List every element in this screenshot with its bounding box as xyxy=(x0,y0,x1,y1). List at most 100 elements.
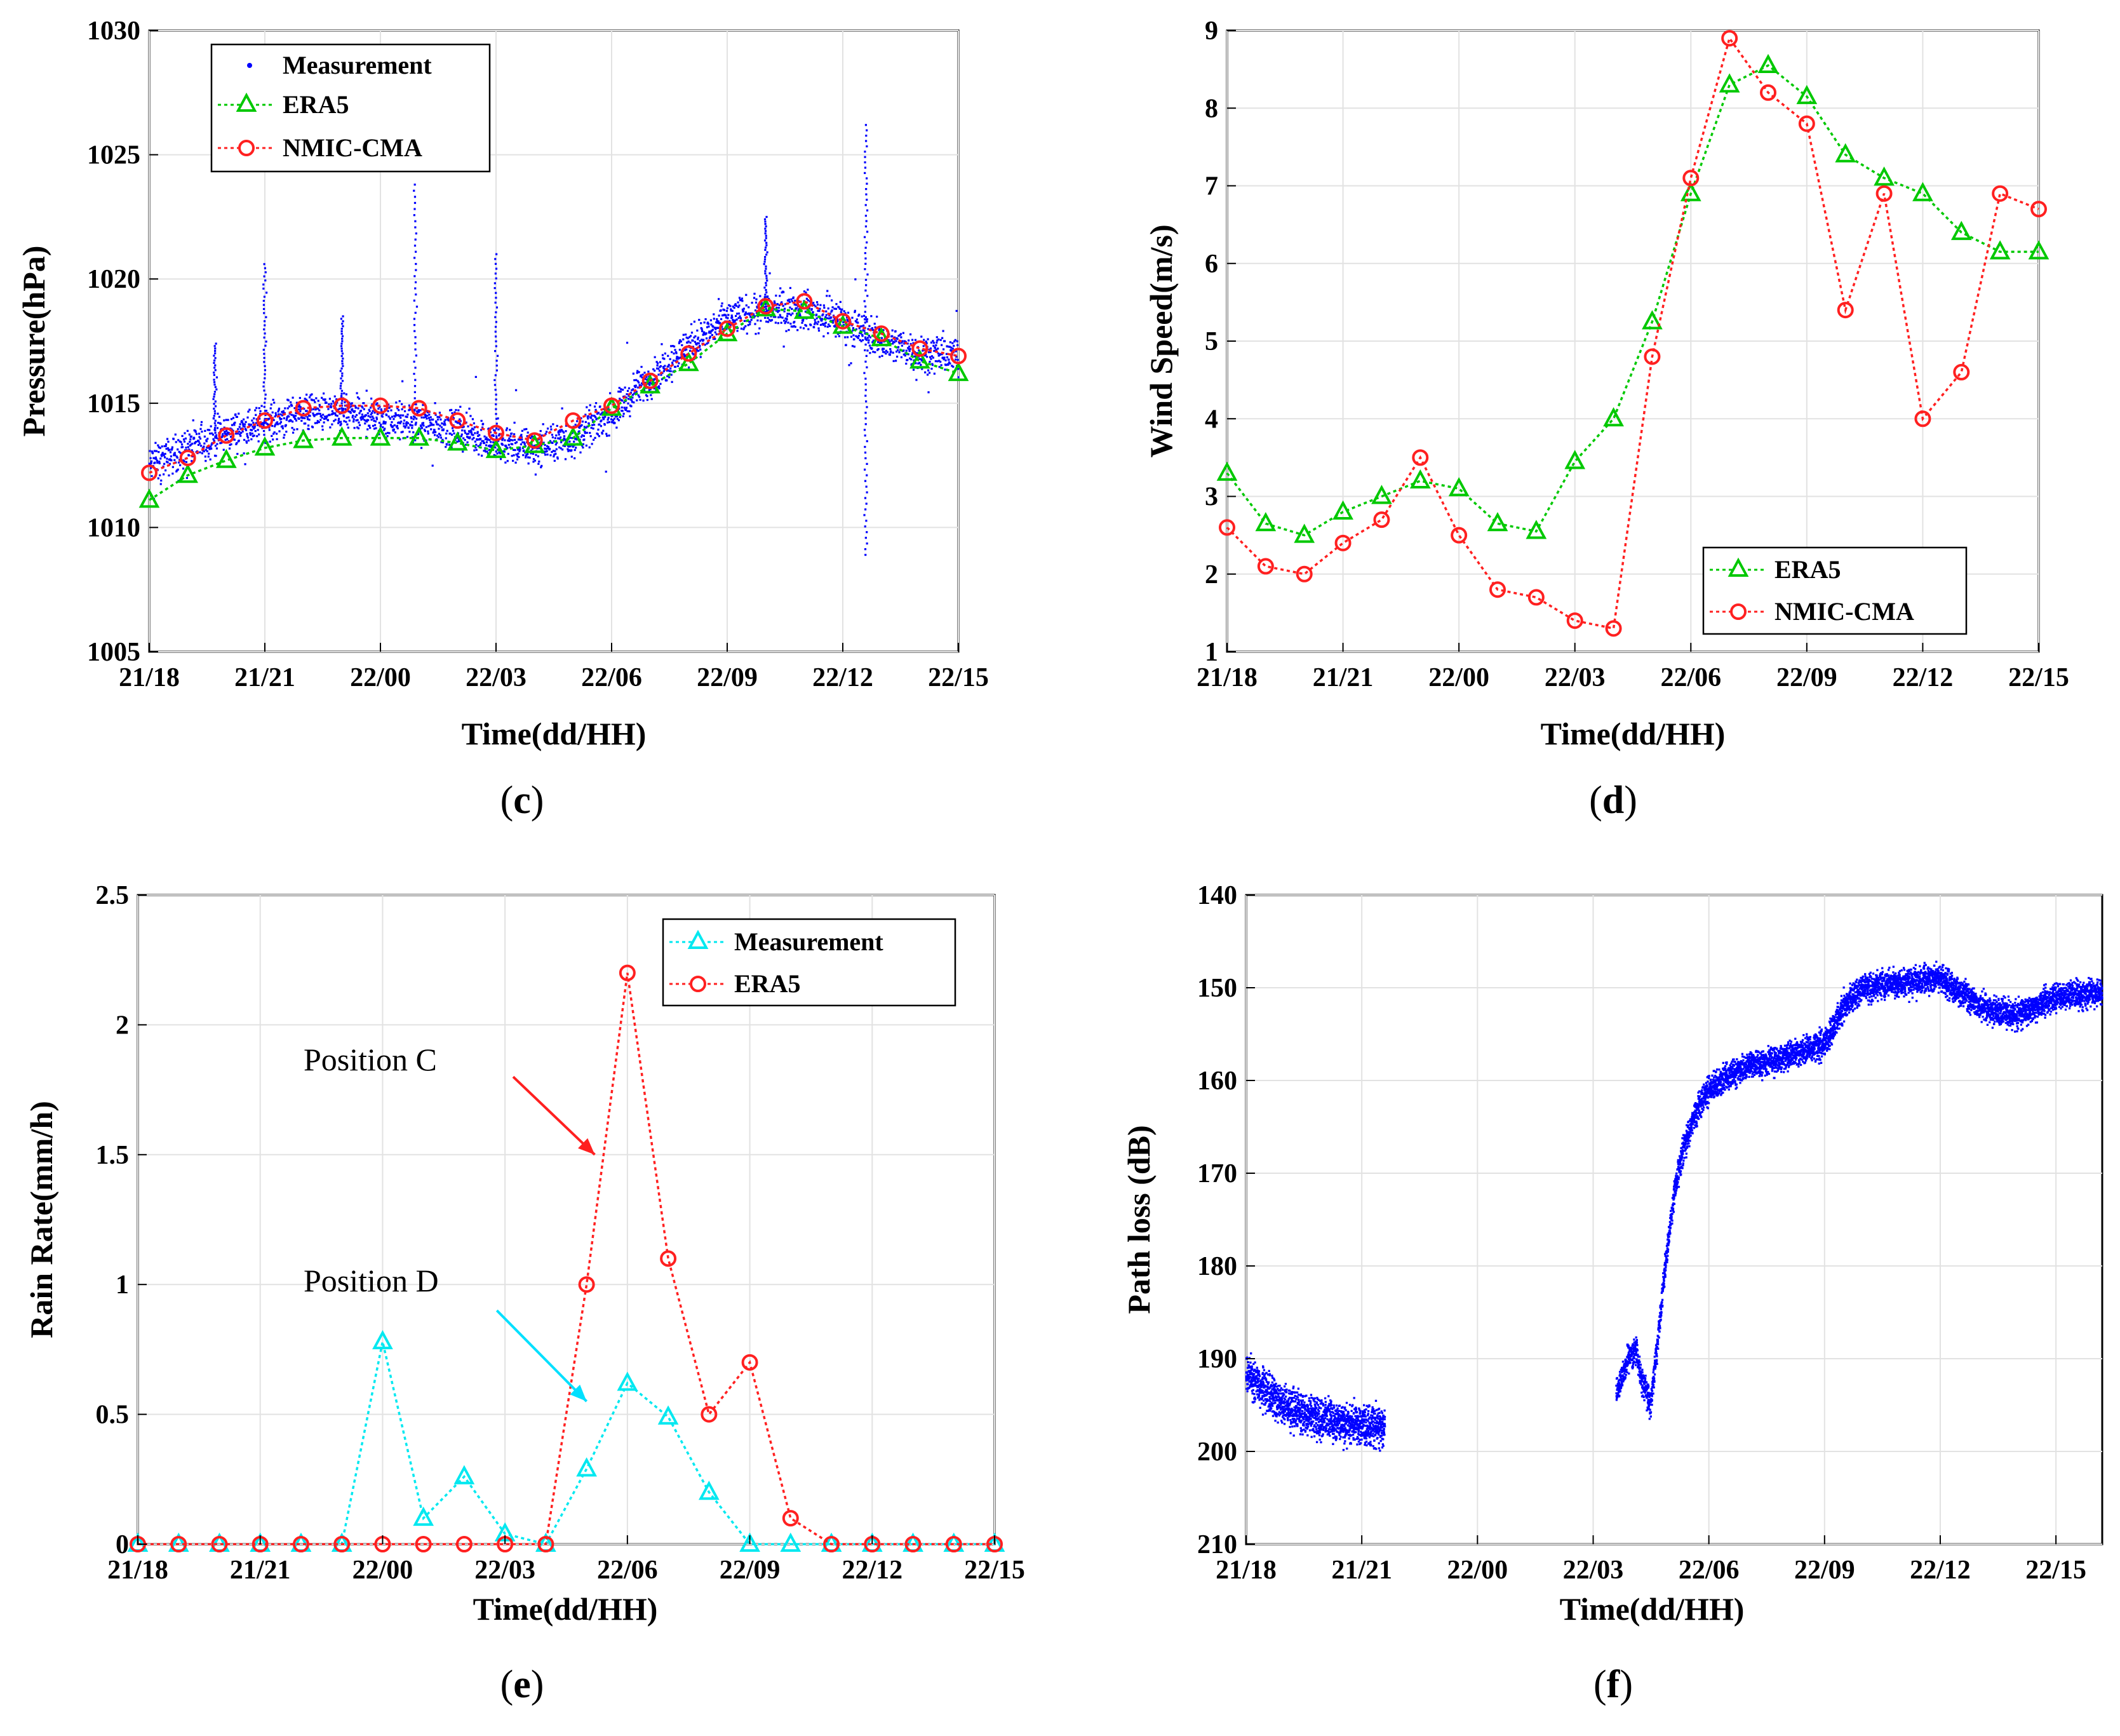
measurement-dot xyxy=(263,433,265,436)
pathloss-dot xyxy=(1619,1378,1622,1382)
pathloss-dot xyxy=(1339,1428,1342,1430)
measurement-dot xyxy=(772,316,775,318)
measurement-spike-dot xyxy=(341,380,344,382)
measurement-dot xyxy=(343,420,346,422)
measurement-dot xyxy=(646,395,648,398)
pathloss-dot xyxy=(1299,1409,1301,1411)
pathloss-dot xyxy=(1625,1360,1628,1363)
measurement-dot xyxy=(410,421,413,423)
series-point-era5 xyxy=(1757,53,1779,74)
measurement-spike-dot xyxy=(764,272,767,275)
pathloss-dot xyxy=(1259,1383,1262,1385)
measurement-dot xyxy=(950,349,953,353)
pathloss-dot xyxy=(1365,1440,1368,1443)
measurement-spike-dot xyxy=(863,300,866,302)
measurement-dot xyxy=(742,310,744,313)
measurement-dot xyxy=(252,422,255,424)
measurement-dot xyxy=(934,360,937,363)
pathloss-dot xyxy=(1263,1390,1266,1393)
measurement-dot xyxy=(307,424,310,427)
measurement-dot xyxy=(312,412,314,415)
series-point-era5 xyxy=(678,352,699,372)
measurement-dot xyxy=(367,419,370,422)
panel-e-ylabel: Rain Rate(mm/h) xyxy=(23,1101,59,1338)
measurement-dot xyxy=(321,416,323,419)
pathloss-dot xyxy=(1620,1375,1623,1377)
measurement-dot xyxy=(462,426,465,428)
measurement-dot xyxy=(355,414,358,417)
panel-e-xtick-label: 22/15 xyxy=(964,1556,1025,1585)
measurement-spike-dot xyxy=(864,151,866,153)
pathloss-dot xyxy=(1256,1393,1259,1396)
measurement-dot xyxy=(191,460,193,462)
measurement-dot xyxy=(309,394,312,396)
measurement-dot xyxy=(819,323,822,326)
pathloss-dot xyxy=(1314,1413,1317,1416)
pathloss-dot xyxy=(1261,1389,1264,1392)
measurement-dot xyxy=(381,415,384,418)
measurement-dot xyxy=(373,419,375,422)
pathloss-dot xyxy=(1338,1420,1341,1422)
series-line-nmic-cma xyxy=(1226,36,2039,630)
measurement-dot xyxy=(569,445,572,448)
measurement-spike-dot xyxy=(414,238,417,241)
measurement-dot xyxy=(638,384,641,386)
measurement-spike-dot xyxy=(764,296,767,299)
measurement-dot xyxy=(277,410,279,413)
measurement-dot xyxy=(225,434,228,436)
measurement-dot xyxy=(650,382,652,385)
measurement-spike-dot xyxy=(766,251,768,253)
measurement-spike-dot xyxy=(866,231,869,233)
measurement-dot xyxy=(554,452,557,455)
measurement-dot xyxy=(805,297,808,300)
measurement-dot xyxy=(159,447,161,449)
pathloss-dot xyxy=(1364,1443,1366,1446)
measurement-dot xyxy=(316,420,319,422)
measurement-spike-dot xyxy=(495,413,497,415)
measurement-dot xyxy=(426,414,429,417)
measurement-spike-dot xyxy=(495,437,498,440)
measurement-dot xyxy=(352,420,355,423)
pathloss-dot xyxy=(1343,1415,1345,1417)
measurement-dot xyxy=(646,399,649,401)
measurement-dot xyxy=(321,428,324,431)
measurement-dot xyxy=(688,349,692,352)
pathloss-dot xyxy=(1265,1380,1268,1383)
measurement-dot xyxy=(793,321,796,323)
pathloss-dot xyxy=(1275,1390,1278,1393)
measurement-dot xyxy=(469,415,472,417)
panel-c-ytick-label: 1005 xyxy=(87,638,140,667)
caption-d-open: ( xyxy=(1589,779,1602,822)
measurement-dot xyxy=(290,401,292,403)
measurement-dot xyxy=(360,419,363,421)
measurement-dot xyxy=(535,454,537,456)
pathloss-dot xyxy=(1271,1392,1273,1394)
measurement-spike-dot xyxy=(264,365,266,367)
pathloss-dot xyxy=(1372,1435,1375,1437)
measurement-dot xyxy=(324,398,326,401)
measurement-dot xyxy=(440,426,443,429)
measurement-dot xyxy=(511,432,513,435)
series-point-nmic-cma xyxy=(2030,201,2047,218)
measurement-dot xyxy=(564,439,567,441)
measurement-dot xyxy=(587,415,589,417)
measurement-spike-dot xyxy=(263,389,265,392)
pathloss-dot xyxy=(1365,1404,1368,1407)
pathloss-dot xyxy=(1319,1419,1322,1422)
measurement-dot xyxy=(468,407,471,410)
measurement-dot xyxy=(789,286,791,290)
measurement-dot xyxy=(900,336,902,339)
pathloss-dot xyxy=(1329,1411,1332,1413)
pathloss-dot xyxy=(1616,1383,1619,1385)
panel-d-xtick-label: 21/18 xyxy=(1197,663,1258,692)
measurement-dot xyxy=(808,307,810,310)
pathloss-dot xyxy=(1302,1422,1305,1425)
measurement-dot xyxy=(795,308,797,311)
measurement-dot xyxy=(784,320,788,323)
pathloss-dot xyxy=(1285,1388,1288,1391)
pathloss-dot xyxy=(1328,1409,1331,1411)
measurement-dot xyxy=(803,290,806,293)
series-point-era5 xyxy=(331,426,352,446)
measurement-spike-dot xyxy=(213,354,215,357)
measurement-spike-dot xyxy=(263,263,265,266)
